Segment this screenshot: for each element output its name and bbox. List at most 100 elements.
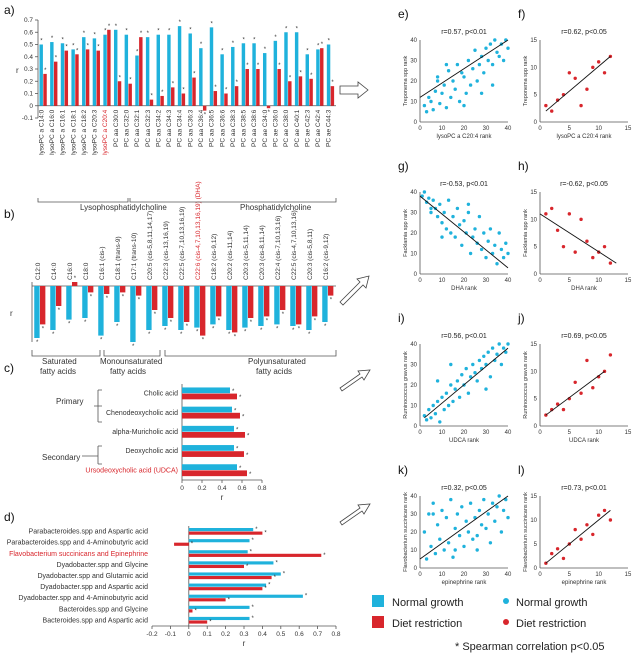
scatter-point-k [455,512,460,516]
star-marker: * [147,31,150,37]
x-tick-label: 0.6 [295,631,304,638]
star-marker: * [255,527,258,533]
star-marker: * [138,298,141,304]
x-tick-label: 20 [461,430,468,436]
x-tick-label: 5 [568,126,572,132]
scatter-point-e [462,75,466,79]
x-tick-label: 0.7 [313,631,322,638]
category-label: lysoPC a C20:3 [92,109,99,155]
scatter-point-g [468,251,473,256]
scatter-point-e [482,71,486,75]
scatter-point-e [444,105,449,110]
x-tick-label: 0 [538,278,542,284]
bar-a-normal [241,43,246,106]
bar-d-normal [188,605,250,609]
y-tick-label: 0 [534,272,538,278]
scatter-point-i [429,416,433,420]
scatter-point-e [455,62,460,67]
scatter-point-l [550,551,554,556]
x-tick-label: 30 [483,126,490,132]
bar-d-normal [188,572,281,576]
scatter-point-k [449,497,453,502]
x-tick-label: 10 [439,572,446,578]
x-tick-label: 0.6 [237,485,246,492]
bar-b-restriction [184,286,190,322]
y-axis-label-a: r [16,66,19,75]
star-marker: * [209,620,212,626]
scatter-point-g [477,214,482,219]
bracket-primary [94,389,102,423]
star-marker: * [250,320,253,326]
scatter-point-i [457,395,462,399]
scatter-point-k [427,512,431,516]
y-tick-label: 0 [534,424,538,430]
bar-a-restriction [213,91,218,106]
bar-b-normal [114,286,120,322]
bar-c-normal [182,425,234,432]
scatter-point-e [457,99,462,104]
star-marker: * [200,42,203,48]
scatter-point-k [501,508,506,513]
legend-dot-normal-label: Normal growth [516,597,588,609]
scatter-point-l [585,523,589,527]
star-marker: * [285,26,288,32]
y-tick-label: 30 [410,363,417,369]
y-tick-label: 0 [534,566,538,572]
bar-b-normal [210,286,216,325]
scatter-point-k [479,523,484,527]
y-axis-label-e: Treponema spp rank [403,55,409,106]
star-marker: * [76,48,79,54]
star-marker: * [115,24,118,30]
star-marker: * [249,472,252,478]
group-saturated-line2: fatty acids [40,367,76,376]
trend-line-k [419,495,509,560]
scatter-title-e: r=0.57, p<0.01 [441,29,487,36]
bar-a-restriction [202,105,207,111]
scatter-point-k [446,541,451,545]
category-label: C22:4 (cis-7,10,13,16) [275,216,282,280]
scatter-point-e [446,69,451,73]
star-marker: * [232,41,235,47]
bar-b-restriction [248,286,254,318]
scatter-point-e [431,108,435,112]
bar-a-restriction [309,78,313,106]
bar-d-restriction [188,587,263,591]
scatter-point-g [479,247,484,252]
scatter-point-e [471,67,475,71]
star-marker: * [264,47,267,53]
x-tick-label: 0 [180,485,184,492]
bar-a-restriction [320,48,324,106]
star-marker: * [214,85,217,91]
scatter-point-l [561,556,566,561]
scatter-point-k [435,523,440,527]
bar-d-restriction [188,564,244,569]
y-tick-label: 0.5 [24,42,33,49]
scatter-point-f [567,71,572,75]
star-marker: * [132,344,135,350]
scatter-point-e [424,110,429,114]
y-tick-label: 10 [410,548,417,554]
y-tick-label: 0 [414,120,418,126]
scatter-point-j [591,386,595,390]
category-label: Dyadobacter.spp and Glutamic acid [37,573,148,580]
y-axis-label-i: Ruminococcus gnavus rank [403,351,409,419]
star-marker: * [40,39,43,45]
category-label: Dyadobacter.spp and 4-Aminobutyric acid [18,595,148,602]
scatter-point-e [438,101,442,106]
x-tick-label: 40 [505,278,512,284]
scatter-point-g [440,235,444,239]
panel-label-h: h) [518,159,529,173]
bar-d-restriction [174,542,189,546]
category-label: C18:1 (trans-9) [115,236,122,280]
scatter-point-i [446,403,451,408]
bar-c-normal [182,406,232,413]
y-tick-label: 0.7 [24,17,33,24]
star-marker: * [72,43,75,49]
bar-d-normal [188,550,248,554]
scatter-point-g [466,202,471,206]
category-label: PC aa C36:4 [198,109,205,147]
category-label: PC aa C36:3 [187,109,194,147]
star-marker: * [116,324,119,330]
x-axis-label-l: epinephrine rank [562,580,608,586]
scatter-title-i: r=0.56, p<0.01 [441,333,487,340]
